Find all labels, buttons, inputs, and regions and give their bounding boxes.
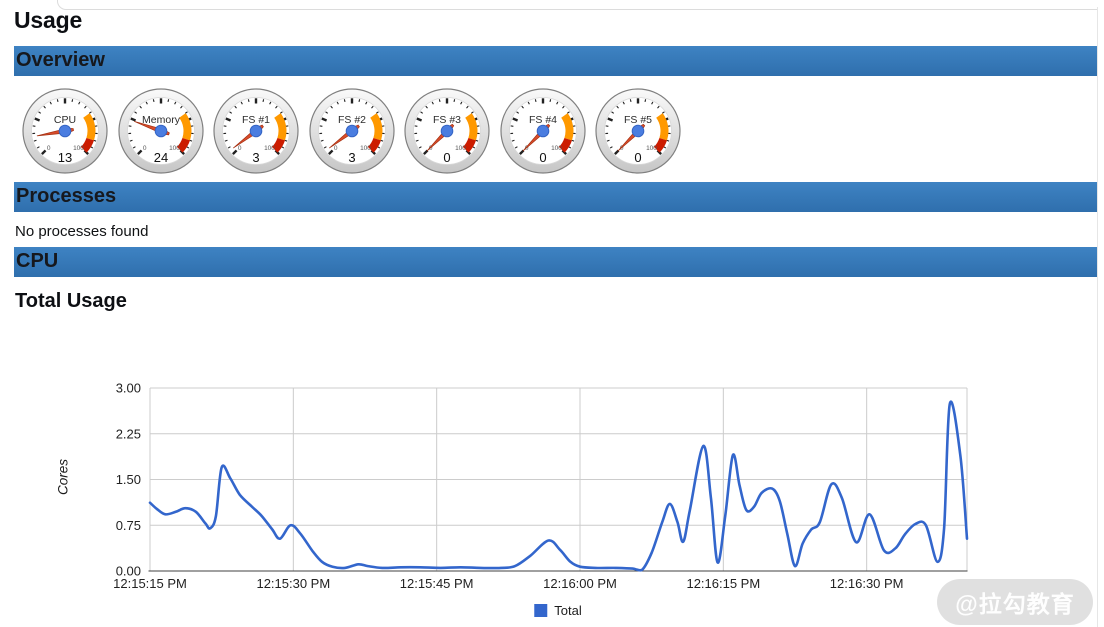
gauge-fs-4: 0 100 FS #4 0	[499, 88, 586, 174]
section-header-processes: Processes	[14, 182, 1097, 212]
total-series-line	[148, 400, 969, 572]
gauge-hub	[154, 124, 167, 138]
gauge-max-label: 100	[455, 145, 466, 152]
gauge-hub	[249, 124, 263, 138]
gauge-title: Memory	[142, 114, 181, 126]
gauge-color-band	[80, 137, 95, 153]
page-title: Usage	[14, 7, 83, 33]
gauge-value: 0	[443, 150, 450, 165]
gauge-fs-3: 0 100 FS #3 0	[404, 88, 490, 174]
gauge-cpu: 0 100 CPU 13	[22, 88, 108, 174]
cpu-total-usage-chart: 0.00 0.75 1.50 2.25 3.00 12:15:15 PM 12:15:30 …	[113, 381, 969, 592]
legend-label: Total	[554, 603, 582, 618]
section-header-cpu: CPU	[14, 247, 1097, 277]
gauge-min-label: 0	[238, 145, 242, 152]
gauge-color-band	[560, 113, 573, 141]
gauge-hub	[536, 124, 549, 138]
gauge-color-band	[83, 113, 96, 141]
top-edge-hairline	[57, 0, 1097, 10]
gauge-value: 24	[153, 150, 167, 165]
gauge-color-band	[462, 137, 477, 153]
gauge-color-band	[178, 113, 191, 141]
chart-legend: Total	[534, 603, 582, 618]
gauge-color-band	[369, 113, 382, 141]
gauge-title: FS #5	[624, 114, 652, 126]
gauge-title: FS #3	[433, 114, 461, 126]
gauge-value: 3	[252, 150, 259, 165]
right-edge-hairline	[1097, 7, 1098, 627]
y-axis-title: Cores	[55, 458, 71, 496]
gauge-hub	[345, 124, 358, 138]
gauge-fs-5: 0 100 FS #5 0	[595, 88, 681, 174]
gauge-value: 3	[348, 150, 355, 165]
gauge-min-label: 0	[524, 145, 528, 152]
y-tick-label: 3.00	[116, 381, 141, 396]
y-tick-label: 2.25	[116, 426, 141, 441]
gauge-color-band	[465, 113, 478, 141]
x-tick-label: 12:16:30 PM	[830, 576, 904, 591]
gauge-color-band	[176, 137, 190, 153]
cpu-chart-title: Total Usage	[15, 290, 127, 312]
y-tick-label: 0.75	[116, 518, 141, 533]
gauge-color-band	[367, 137, 381, 153]
gauge-min-label: 0	[142, 145, 146, 152]
gauge-color-band	[653, 137, 668, 153]
gauge-hub	[58, 124, 72, 138]
gauge-value: 0	[539, 150, 546, 165]
gauge-memory: 0 100 Memory 24	[117, 88, 204, 174]
y-tick-label: 1.50	[116, 472, 141, 487]
gauge-max-label: 100	[264, 145, 275, 152]
gauge-color-band	[271, 137, 286, 153]
gauge-min-label: 0	[47, 145, 51, 152]
x-tick-label: 12:16:15 PM	[686, 576, 760, 591]
gauge-fs-2: 0 100 FS #2 3	[308, 88, 395, 174]
gauge-min-label: 0	[429, 145, 433, 152]
section-header-overview: Overview	[14, 46, 1097, 76]
gauge-ticks	[509, 98, 576, 155]
gauge-hub	[631, 124, 645, 138]
gauge-max-label: 100	[646, 145, 657, 152]
gauge-color-band	[274, 113, 287, 141]
gauge-title: FS #4	[528, 114, 556, 126]
x-tick-label: 12:16:00 PM	[543, 576, 617, 591]
gauge-min-label: 0	[333, 145, 337, 152]
watermark-badge: @拉勾教育	[937, 579, 1093, 625]
gauge-max-label: 100	[169, 145, 180, 152]
y-tick-label: 0.00	[116, 564, 141, 579]
gauge-max-label: 100	[551, 145, 562, 152]
gauge-title: CPU	[54, 114, 76, 126]
gauge-color-band	[656, 113, 669, 141]
chart-axis-labels: 0.00 0.75 1.50 2.25 3.00 12:15:15 PM 12:15:30 …	[113, 381, 903, 592]
gauge-value: 0	[634, 150, 641, 165]
gauge-min-label: 0	[620, 145, 624, 152]
gauge-max-label: 100	[360, 145, 371, 152]
gauge-value: 13	[58, 150, 72, 165]
processes-empty-message: No processes found	[15, 223, 149, 240]
gauge-max-label: 100	[73, 145, 84, 152]
x-tick-label: 12:15:15 PM	[113, 576, 187, 591]
gauge-title: FS #2	[337, 114, 365, 126]
gauge-fs-1: 0 100 FS #1 3	[213, 88, 299, 174]
x-tick-label: 12:15:45 PM	[400, 576, 474, 591]
chart-gridlines	[149, 387, 968, 571]
legend-color-swatch	[534, 604, 548, 617]
gauge-title: FS #1	[242, 114, 270, 126]
gauge-hub	[440, 124, 454, 138]
gauge-color-band	[558, 137, 572, 153]
x-tick-label: 12:15:30 PM	[256, 576, 330, 591]
overview-gauges-row: 0 100 CPU 13 0 100 Memory 24 0 100 FS #1 3 0 100 FS #2…	[0, 86, 1104, 176]
